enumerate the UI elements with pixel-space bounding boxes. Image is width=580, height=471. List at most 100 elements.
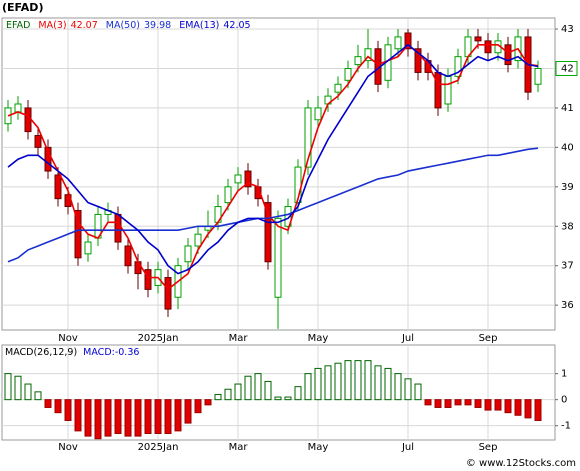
macd-bar (14, 375, 22, 401)
macd-bar (224, 388, 232, 401)
candle-body (24, 107, 32, 133)
candle-body (414, 48, 422, 73)
macd-bar (434, 399, 442, 408)
macd-bar (134, 399, 142, 437)
y-tick-label: 43 (561, 24, 574, 35)
macd-bar (384, 367, 392, 401)
candle-body (354, 56, 362, 66)
macd-bar (94, 399, 102, 440)
legend-symbol: EFAD (6, 20, 30, 31)
macd-bar (144, 399, 152, 434)
macd-bar (44, 399, 52, 408)
candle-body (264, 202, 272, 263)
macd-bar (104, 399, 112, 437)
macd-bar (64, 399, 72, 421)
candle-body (404, 32, 412, 50)
candle-body (304, 107, 312, 168)
legend-value: 42.05 (223, 20, 250, 31)
macd-bar (154, 399, 162, 434)
macd-bar (444, 399, 452, 408)
candle-body (334, 83, 342, 93)
y-tick-label: 36 (561, 300, 574, 311)
candle-body (484, 40, 492, 54)
macd-bar (4, 373, 12, 401)
candle-body (434, 71, 442, 109)
y-tick-label: 41 (561, 103, 574, 114)
candle-body (74, 209, 82, 259)
macd-bar (254, 373, 262, 401)
x-tick-label: Mar (229, 333, 249, 344)
macd-bar (194, 399, 202, 414)
macd-bar (334, 362, 342, 401)
chart-title: (EFAD) (2, 1, 43, 14)
candle-body (244, 170, 252, 188)
x-tick-label: 2025Jan (138, 333, 179, 344)
legend-value: 42.07 (71, 20, 98, 31)
macd-bar (414, 383, 422, 401)
x-tick-label: Nov (58, 333, 78, 344)
x-tick-label: Sep (479, 442, 498, 453)
macd-bar (534, 399, 542, 421)
candle-body (54, 174, 62, 200)
macd-bar (174, 399, 182, 432)
candle-body (14, 103, 22, 113)
macd-bar (494, 399, 502, 411)
candle-body (224, 186, 232, 204)
y-tick-label: 0 (561, 395, 567, 406)
macd-bar (304, 373, 312, 401)
candle-body (314, 107, 322, 121)
macd-bar (74, 399, 82, 432)
candle-body (364, 48, 372, 62)
candle-body (144, 269, 152, 290)
y-tick-label: 37 (561, 261, 574, 272)
legend: EFAD MA(3) 42.07 MA(50) 39.98 EMA(13) 42.05 (6, 20, 251, 31)
candle-body (194, 233, 202, 247)
macd-bar (54, 399, 62, 414)
y-tick-label: -1 (561, 421, 571, 432)
watermark: © www.12Stocks.com (466, 458, 576, 469)
candle-body (504, 44, 512, 66)
legend-name: EMA(13) (179, 20, 219, 31)
macd-bar (164, 399, 172, 434)
x-tick-label: Jul (401, 333, 414, 344)
y-tick-label: 38 (561, 221, 574, 232)
macd-bar (284, 396, 292, 401)
legend-name: MA(50) (106, 20, 140, 31)
moving-average-line (7, 43, 539, 275)
candle-body (184, 245, 192, 263)
candle-body (344, 67, 352, 81)
candle-body (454, 56, 462, 77)
candle-body (134, 261, 142, 275)
macd-bar (364, 360, 372, 401)
y-tick-label: 40 (561, 142, 574, 153)
x-tick-label: Jul (401, 442, 414, 453)
legend-name: MA(3) (38, 20, 66, 31)
macd-bar (374, 365, 382, 401)
macd-bar (454, 399, 462, 406)
macd-label: MACD:-0.36 (83, 347, 139, 358)
macd-bar (84, 399, 92, 437)
macd-bar (274, 396, 282, 401)
macd-bar (484, 399, 492, 411)
macd-bar (204, 399, 212, 406)
candle-body (234, 174, 242, 184)
candle-body (84, 241, 92, 255)
legend-value: 39.98 (144, 20, 171, 31)
candle-body (114, 213, 122, 243)
y-tick-label: 39 (561, 182, 574, 193)
candle-body (274, 217, 282, 298)
x-tick-label: May (308, 333, 329, 344)
macd-bar (214, 393, 222, 401)
macd-bar (474, 399, 482, 408)
candle-body (534, 67, 542, 85)
macd-bar (264, 380, 272, 401)
moving-average-line (7, 43, 539, 291)
moving-average-line (7, 147, 539, 263)
macd-bar (504, 399, 512, 414)
candle-body (474, 36, 482, 42)
macd-bar (114, 399, 122, 434)
macd-bar (344, 360, 352, 401)
macd-bar (24, 383, 32, 401)
current-price-box (555, 60, 578, 76)
